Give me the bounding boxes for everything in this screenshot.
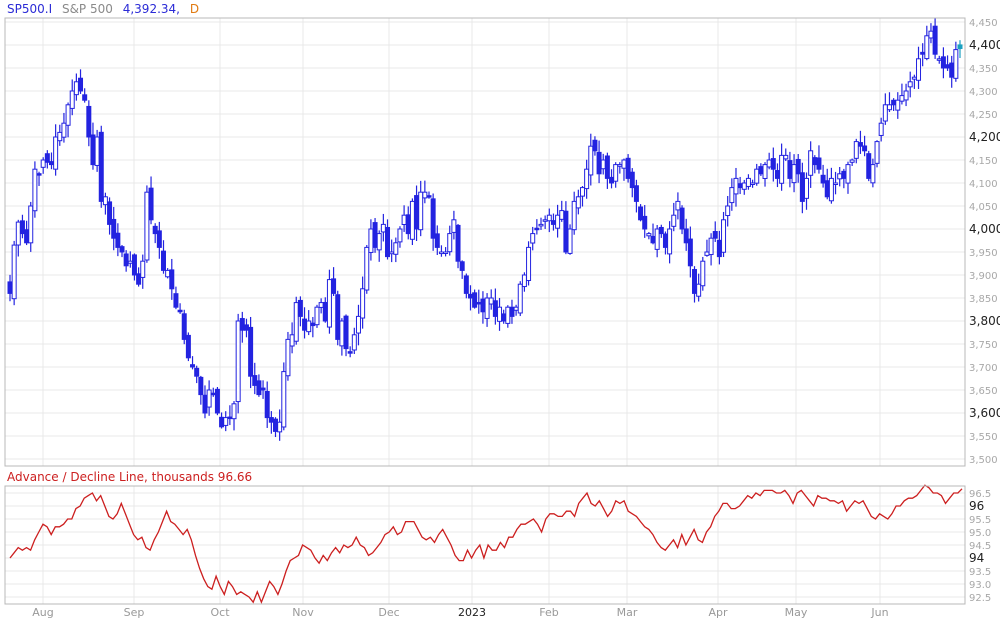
ad-y-tick-label: 96.5: [969, 489, 991, 500]
y-tick-label: 3,700: [969, 363, 998, 374]
ad-y-tick-label: 95.0: [969, 528, 991, 539]
x-tick-label: Dec: [378, 606, 399, 619]
price-y-axis: 3,500 3,550 3,600 3,650 3,700 3,750 3,800 3,850…: [969, 18, 1000, 466]
x-tick-label: Jun: [870, 606, 888, 619]
x-tick-label: May: [785, 606, 808, 619]
y-tick-label: 4,050: [969, 202, 998, 213]
frequency-label[interactable]: D: [189, 2, 200, 16]
ad-y-tick-label: 93.0: [969, 580, 991, 591]
main-panel-frame: [4, 17, 966, 467]
ad-grid: [5, 486, 965, 604]
y-tick-label: 3,500: [969, 455, 998, 466]
ad-y-tick-label: 95.5: [969, 515, 991, 526]
y-tick-label: 3,600: [969, 406, 1000, 420]
ad-line-series: [9, 484, 963, 604]
y-tick-label: 3,800: [969, 314, 1000, 328]
y-tick-label: 4,250: [969, 110, 998, 121]
last-price: 4,392.34,: [122, 2, 180, 16]
x-tick-label: Aug: [32, 606, 53, 619]
y-tick-label: 4,000: [969, 222, 1000, 236]
x-tick-label: Oct: [210, 606, 230, 619]
symbol-label[interactable]: SP500.I: [7, 2, 53, 16]
y-tick-label: 3,900: [969, 271, 998, 282]
main-grid: [5, 18, 965, 466]
ad-y-tick-label: 94.5: [969, 541, 991, 552]
candlestick-series: [7, 18, 963, 441]
y-tick-label: 4,100: [969, 179, 998, 190]
indicator-title: Advance / Decline Line, thousands 96.66: [7, 470, 253, 484]
y-tick-label: 3,850: [969, 294, 998, 305]
x-tick-label: Feb: [539, 606, 558, 619]
y-tick-label: 4,300: [969, 87, 998, 98]
chart-header: SP500.I S&P 500 4,392.34, D: [7, 2, 205, 16]
y-tick-label: 4,400: [969, 38, 1000, 52]
x-tick-label: Mar: [617, 606, 638, 619]
ad-panel-frame: [4, 485, 966, 605]
instrument-name: S&P 500: [61, 2, 113, 16]
ad-y-tick-label: 93.5: [969, 567, 991, 578]
x-tick-label: Nov: [292, 606, 314, 619]
x-tick-label: Apr: [708, 606, 728, 619]
ad-y-tick-label: 96: [969, 499, 984, 513]
x-tick-label: Sep: [124, 606, 145, 619]
y-tick-label: 3,750: [969, 340, 998, 351]
y-tick-label: 4,200: [969, 130, 1000, 144]
ad-y-tick-label: 92.5: [969, 593, 991, 604]
y-tick-label: 4,150: [969, 156, 998, 167]
y-tick-label: 3,950: [969, 248, 998, 259]
y-tick-label: 4,450: [969, 18, 998, 29]
y-tick-label: 3,550: [969, 432, 998, 443]
y-tick-label: 4,350: [969, 64, 998, 75]
y-tick-label: 3,650: [969, 386, 998, 397]
ad-y-tick-label: 94: [969, 551, 984, 565]
time-x-axis: Aug Sep Oct Nov Dec 2023 Feb Mar Apr May Jun: [32, 606, 888, 619]
x-tick-label: 2023: [458, 606, 486, 619]
